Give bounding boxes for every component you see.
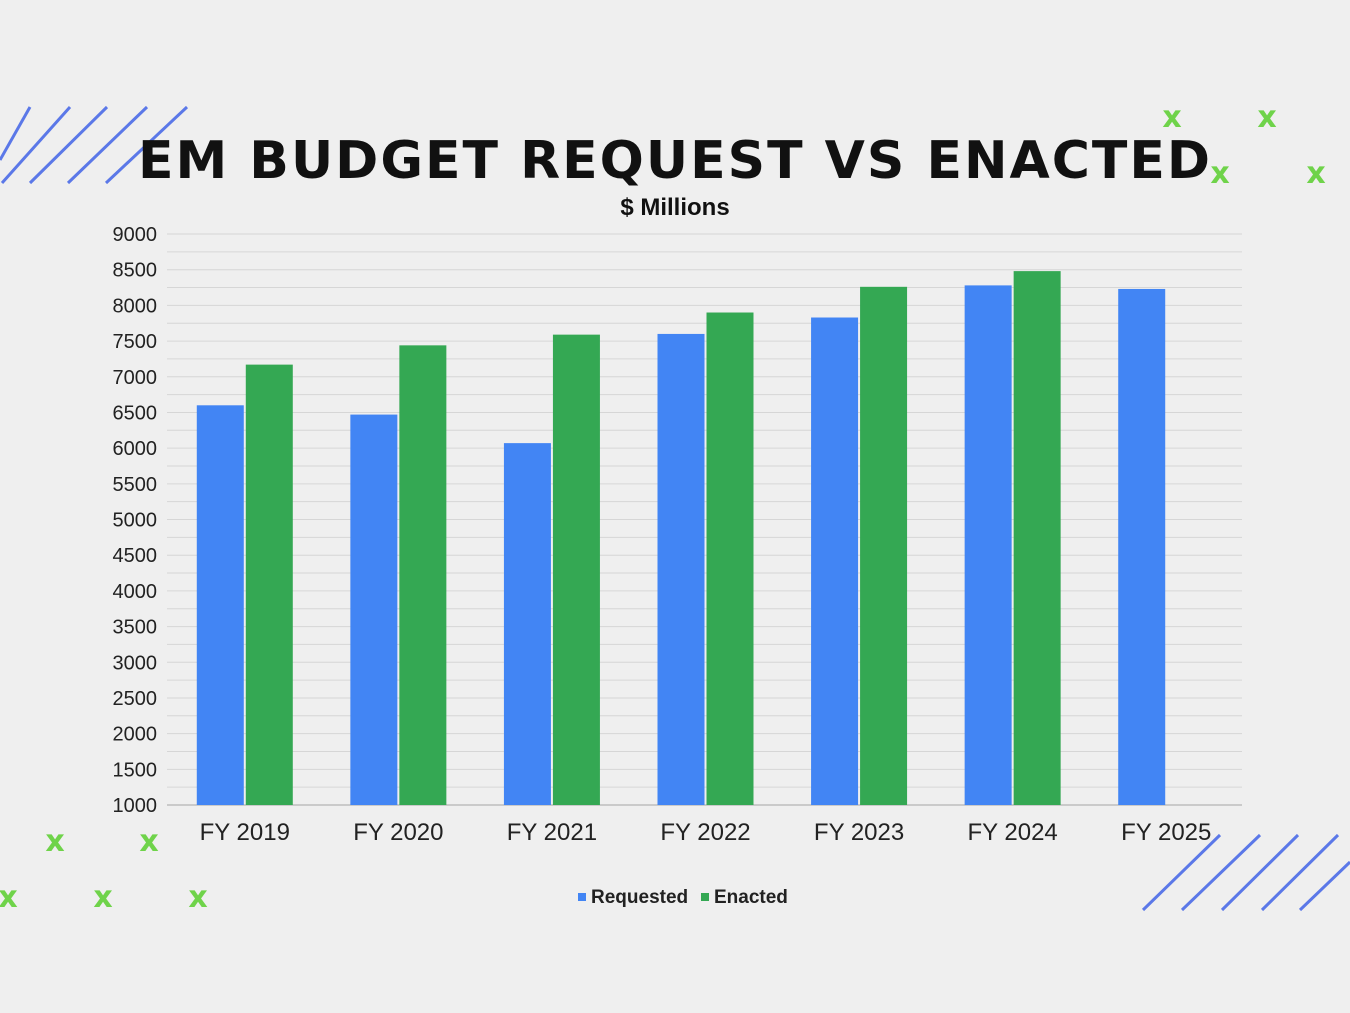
- bar-enacted-fy-2022: [706, 312, 754, 805]
- x-tick-label: FY 2024: [967, 819, 1057, 846]
- y-axis-ticks: 1000 1500 2000 2500 3000 3500 4000 4500 5000 5500…: [113, 224, 158, 817]
- decor-stripe: [1260, 833, 1340, 912]
- gridlines: [167, 233, 1242, 806]
- decor-x-mark: x: [0, 880, 18, 915]
- bar-requested-fy-2022: [657, 333, 705, 805]
- legend-label-requested: Requested: [591, 887, 688, 908]
- y-tick-label: 5500: [113, 474, 158, 496]
- decor-stripe: [1298, 860, 1350, 912]
- legend-swatch-requested: [578, 893, 586, 901]
- y-tick-label: 5000: [113, 510, 158, 532]
- decor-marks-top-right: x x x x: [1162, 100, 1325, 191]
- bar-requested-fy-2024: [964, 285, 1012, 805]
- y-tick-label: 3500: [113, 617, 158, 639]
- legend-label-enacted: Enacted: [714, 887, 788, 908]
- decor-x-mark: x: [1257, 100, 1276, 135]
- y-tick-label: 9000: [113, 224, 158, 246]
- decor-stripe: [104, 105, 189, 185]
- x-tick-label: FY 2025: [1121, 819, 1211, 846]
- decor-stripe: [1180, 833, 1262, 912]
- x-tick-label: FY 2023: [814, 819, 904, 846]
- decor-x-mark: x: [1306, 156, 1325, 191]
- y-tick-label: 1500: [113, 759, 158, 781]
- decor-stripe: [0, 106, 32, 161]
- y-tick-label: 6000: [113, 438, 158, 460]
- bar-requested-fy-2025: [1118, 288, 1166, 805]
- bar-enacted-fy-2020: [399, 345, 447, 805]
- decor-stripes-top-left: [0, 105, 189, 185]
- bar-enacted-fy-2021: [552, 334, 600, 805]
- bars: [196, 271, 1166, 805]
- decor-x-mark: x: [139, 824, 158, 859]
- x-tick-label: FY 2021: [507, 819, 597, 846]
- y-tick-label: 7000: [113, 367, 158, 389]
- decor-stripe: [0, 105, 72, 185]
- y-tick-label: 8500: [113, 260, 158, 282]
- y-tick-label: 4000: [113, 581, 158, 603]
- bar-requested-fy-2021: [503, 443, 551, 805]
- legend-swatch-enacted: [701, 893, 709, 901]
- y-tick-label: 2500: [113, 688, 158, 710]
- decor-stripe: [28, 105, 109, 185]
- y-tick-label: 2000: [113, 724, 158, 746]
- decor-stripes-bottom-right: [1141, 833, 1350, 912]
- decor-stripe: [1141, 833, 1222, 912]
- decor-x-mark: x: [188, 880, 207, 915]
- decor-x-mark: x: [1210, 156, 1229, 191]
- decor-stripe: [1220, 833, 1300, 912]
- bar-enacted-fy-2019: [245, 364, 293, 805]
- decor-x-mark: x: [93, 880, 112, 915]
- decor-stripe: [66, 105, 149, 185]
- y-tick-label: 8000: [113, 295, 158, 317]
- decor-marks-bottom-left: x x x x x: [0, 824, 208, 915]
- bar-requested-fy-2020: [350, 414, 398, 805]
- chart-title: EM BUDGET REQUEST VS ENACTED: [138, 131, 1212, 191]
- bar-enacted-fy-2024: [1013, 271, 1061, 805]
- bar-enacted-fy-2023: [860, 286, 908, 805]
- y-tick-label: 6500: [113, 402, 158, 424]
- y-tick-label: 1000: [113, 795, 158, 817]
- decor-x-mark: x: [1162, 100, 1181, 135]
- x-tick-label: FY 2022: [660, 819, 750, 846]
- y-tick-label: 3000: [113, 652, 158, 674]
- y-tick-label: 4500: [113, 545, 158, 567]
- bar-requested-fy-2023: [811, 317, 859, 805]
- x-tick-label: FY 2020: [353, 819, 443, 846]
- x-tick-label: FY 2019: [200, 819, 290, 846]
- bar-requested-fy-2019: [196, 405, 244, 805]
- chart-subtitle: $ Millions: [620, 194, 729, 221]
- x-axis-ticks: FY 2019 FY 2020 FY 2021 FY 2022 FY 2023 FY 20…: [200, 819, 1212, 846]
- decor-x-mark: x: [45, 824, 64, 859]
- legend: Requested Enacted: [578, 887, 788, 908]
- y-tick-label: 7500: [113, 331, 158, 353]
